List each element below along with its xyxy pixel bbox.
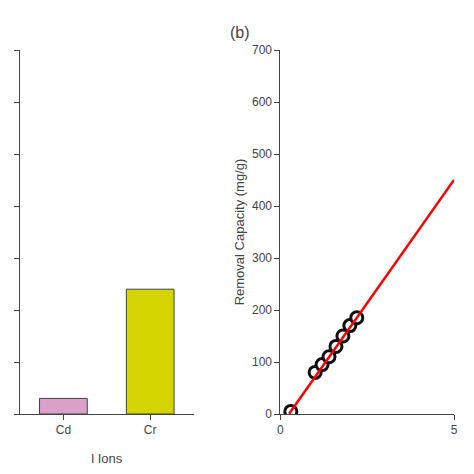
svg-text:100: 100 [252, 355, 272, 369]
svg-text:5: 5 [451, 423, 458, 437]
svg-text:500: 500 [252, 147, 272, 161]
svg-text:600: 600 [252, 95, 272, 109]
svg-text:200: 200 [252, 303, 272, 317]
svg-text:(b): (b) [230, 24, 250, 41]
svg-text:300: 300 [252, 251, 272, 265]
svg-text:0: 0 [265, 407, 272, 421]
svg-text:Cd: Cd [56, 423, 71, 437]
svg-text:Cr: Cr [144, 423, 157, 437]
svg-text:Removal Capacity (mg/g): Removal Capacity (mg/g) [232, 159, 247, 306]
svg-text:400: 400 [252, 199, 272, 213]
svg-text:700: 700 [252, 43, 272, 57]
svg-text:l Ions: l Ions [91, 451, 123, 466]
svg-text:0: 0 [277, 423, 284, 437]
